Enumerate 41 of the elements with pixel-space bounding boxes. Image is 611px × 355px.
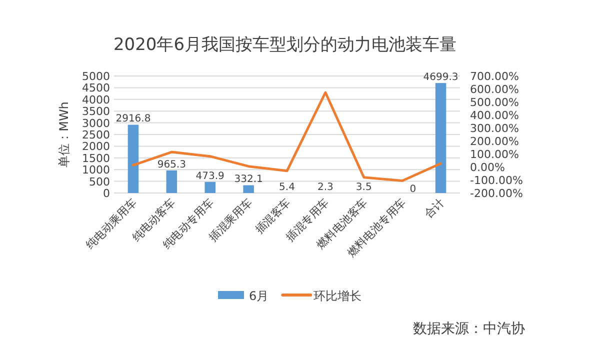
data-label: 4699.3 — [423, 72, 458, 84]
bar — [435, 83, 446, 193]
y2-tick-label: 200.00% — [470, 135, 519, 148]
y2-tick-label: 300.00% — [470, 122, 519, 135]
y-tick-label: 1000 — [82, 164, 110, 177]
y-tick-label: 3500 — [82, 105, 110, 118]
bar — [128, 124, 139, 193]
y2-tick-label: 700.00% — [470, 70, 519, 83]
bar — [204, 182, 216, 193]
data-label: 965.3 — [157, 159, 186, 170]
bar — [243, 185, 254, 193]
y2-tick-label: 100.00% — [470, 148, 519, 161]
data-label: 5.4 — [279, 182, 295, 193]
y-tick-label: 1500 — [82, 152, 110, 165]
chart-title: 2020年6月我国按车型划分的动力电池装车量 — [113, 35, 457, 55]
data-label: 473.9 — [196, 170, 224, 182]
y-tick-label: 4000 — [82, 93, 110, 106]
x-tick-label: 合计 — [422, 196, 447, 221]
y-tick-label: 0 — [103, 187, 110, 200]
data-label: 3.5 — [356, 182, 372, 193]
data-label: 0 — [410, 184, 416, 195]
data-label: 2.3 — [317, 182, 334, 193]
bar — [166, 170, 178, 193]
y-tick-label: 2000 — [82, 140, 110, 154]
y-tick-label: 5000 — [82, 70, 110, 83]
y2-tick-label: 400.00% — [470, 109, 519, 122]
y-tick-label: 500 — [89, 175, 110, 188]
y-tick-label: 3000 — [82, 116, 110, 130]
data-label: 332.1 — [234, 174, 263, 186]
y2-tick-label: -200.00% — [470, 187, 523, 200]
data-label: 2916.8 — [116, 114, 151, 125]
y2-tick-label: 0.00% — [470, 161, 505, 174]
y-tick-label: 2500 — [82, 128, 110, 142]
legend-label: 环比增长 — [314, 289, 362, 303]
y2-tick-label: 600.00% — [470, 83, 519, 96]
legend-label: 6月 — [249, 289, 269, 303]
y2-tick-label: -100.00% — [470, 174, 523, 187]
y-tick-label: 4500 — [82, 82, 110, 95]
y2-tick-label: 500.00% — [470, 96, 519, 109]
y-axis-title: 单位：MWh — [57, 102, 71, 168]
source-note: 数据来源：中汽协 — [413, 321, 525, 337]
